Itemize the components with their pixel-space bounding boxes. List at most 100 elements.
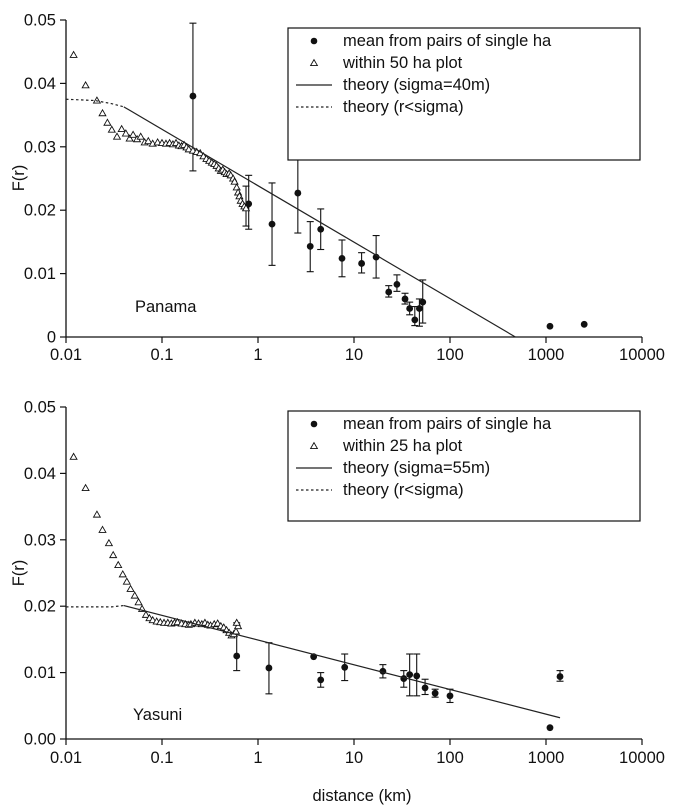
y-tick-label: 0.05 [24, 399, 56, 417]
series-1 [69, 452, 243, 639]
series-3 [65, 98, 124, 108]
mean-point [431, 689, 439, 697]
x-tick-label: 100 [436, 346, 464, 364]
triangle-point [122, 577, 131, 585]
series-0 [233, 622, 564, 732]
mean-point [393, 280, 401, 288]
mean-point [372, 253, 380, 261]
y-tick-label: 0.02 [24, 202, 56, 220]
triangle-point [126, 584, 135, 592]
legend-label: theory (sigma=55m) [343, 459, 490, 477]
legend-label: mean from pairs of single ha [343, 415, 552, 433]
legend: mean from pairs of single ha within 25 ha… [287, 410, 641, 522]
series-2 [123, 604, 561, 719]
mean-point [415, 305, 423, 312]
triangle-point [112, 132, 122, 140]
chart-panel-yasuni: 0.01 0.1 1 10 100 1000 100000.000.010.020.030.… [10, 399, 665, 806]
triangle-point [69, 452, 78, 460]
triangle-point [103, 118, 112, 126]
y-axis-label: F(r) [10, 560, 28, 587]
y-tick-label: 0.04 [24, 465, 56, 483]
mean-point [546, 724, 554, 732]
legend-triangle-icon [309, 58, 319, 67]
legend-triangle-icon [309, 441, 319, 449]
mean-point [419, 298, 427, 306]
mean-point [406, 671, 414, 678]
triangle-point [232, 618, 241, 626]
triangle-point [128, 130, 138, 138]
legend-circle-icon [310, 420, 318, 428]
x-tick-label: 0.01 [50, 346, 82, 364]
mean-point [421, 684, 429, 692]
mean-point [265, 664, 273, 672]
mean-point [341, 663, 349, 671]
mean-point [306, 242, 314, 250]
triangle-point [141, 610, 151, 618]
y-tick-label: 0.02 [24, 598, 56, 616]
series-3 [66, 604, 124, 608]
x-tick-label: 10000 [619, 346, 665, 364]
legend-label: theory (r<sigma) [343, 98, 464, 116]
legend-box [287, 27, 641, 161]
triangle-point [108, 550, 118, 559]
triangle-point [184, 145, 193, 153]
mean-point [233, 652, 241, 660]
triangle-point [130, 591, 139, 599]
series-1 [69, 50, 251, 212]
x-tick-label: 10 [345, 749, 363, 767]
y-tick-label: 0.01 [24, 664, 56, 682]
panel-label: Yasuni [133, 706, 182, 724]
legend-label: within 50 ha plot [342, 54, 463, 72]
series-2 [123, 106, 516, 338]
y-tick-label: 0.04 [24, 75, 56, 93]
legend-circle-icon [310, 37, 318, 45]
y-axis-label: F(r) [10, 165, 28, 192]
triangle-point [107, 125, 116, 133]
mean-point [546, 322, 554, 330]
legend-label: theory (r<sigma) [343, 481, 464, 499]
triangle-point [98, 525, 107, 533]
triangle-point [232, 183, 241, 191]
y-tick-label: 0.03 [24, 138, 56, 156]
legend-box [287, 410, 641, 522]
mean-point [401, 295, 409, 303]
triangle-point [81, 80, 90, 89]
triangle-point [144, 136, 153, 145]
mean-point [358, 260, 366, 267]
x-axis-label: distance (km) [312, 787, 411, 805]
y-tick-label: 0.05 [24, 12, 56, 30]
mean-point [338, 254, 346, 262]
triangle-point [118, 570, 127, 578]
x-tick-label: 1 [253, 346, 262, 364]
triangle-point [98, 108, 107, 117]
triangle-point [241, 203, 251, 212]
triangle-point [92, 96, 102, 104]
triangle-point [104, 538, 114, 547]
chart-panel-panama: 0.01 0.1 1 10 100 1000 1000000.010.020.030.040… [10, 12, 665, 365]
theory-line [123, 106, 516, 338]
y-tick-label: 0 [47, 329, 56, 347]
legend-label: theory (sigma=40m) [343, 76, 490, 94]
mean-point [189, 92, 197, 100]
legend-label: mean from pairs of single ha [343, 32, 552, 50]
triangle-point [125, 134, 134, 142]
x-tick-label: 10 [345, 346, 363, 364]
mean-point [556, 673, 564, 680]
triangle-point [173, 617, 182, 626]
triangle-point [92, 510, 102, 518]
panel-label: Panama [135, 298, 197, 316]
triangle-point [230, 177, 239, 185]
mean-point [268, 220, 276, 228]
mean-point [411, 316, 419, 324]
triangle-point [114, 560, 123, 569]
mean-point [385, 288, 393, 296]
legend-label: within 25 ha plot [342, 437, 463, 455]
x-tick-label: 1000 [528, 749, 565, 767]
mean-point [413, 672, 421, 680]
x-tick-label: 1000 [528, 346, 565, 364]
x-tick-label: 100 [436, 749, 464, 767]
y-tick-label: 0.00 [24, 731, 56, 749]
x-tick-label: 10000 [619, 749, 665, 767]
triangle-point [136, 132, 145, 140]
